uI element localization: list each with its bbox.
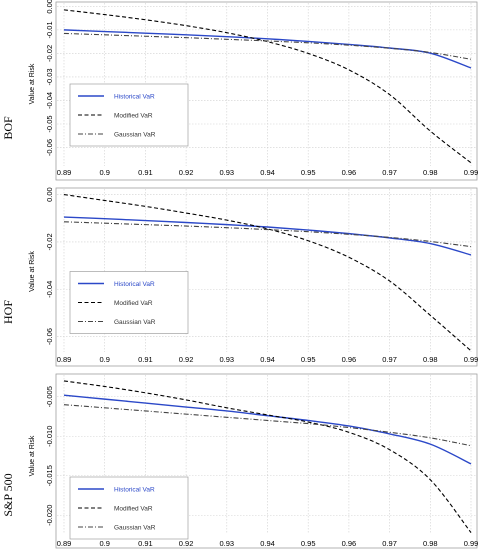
x-tick-label: 0.89: [57, 355, 72, 364]
legend: Historical VaR Modified VaR Gaussian VaR: [69, 271, 189, 334]
x-tick-label: 0.98: [423, 539, 438, 548]
x-tick-label: 0.95: [301, 168, 316, 177]
y-tick-label: -0.02: [45, 45, 54, 62]
x-tick-label: 0.93: [219, 168, 234, 177]
x-tick-label: 0.92: [179, 539, 194, 548]
y-tick-label: -0.010: [45, 426, 54, 447]
y-tick-label: -0.015: [45, 465, 54, 486]
x-tick-label: 0.96: [342, 539, 357, 548]
x-tick-label: 0.94: [260, 168, 275, 177]
legend: Historical VaR Modified VaR Gaussian VaR: [69, 476, 189, 540]
x-tick-label: 0.99: [464, 355, 479, 364]
panel-frame: [55, 187, 478, 367]
y-tick-label: 0.00: [45, 187, 54, 202]
y-tick-label: -0.005: [45, 386, 54, 407]
x-tick-label: 0.97: [382, 355, 397, 364]
x-tick-label: 0.92: [179, 168, 194, 177]
chart-panel-1: BOF Value at Risk 0.00 -0.01 -0.02 -0.03 -0.04…: [1, 0, 479, 181]
legend-entry: Historical VaR: [114, 487, 155, 494]
x-tick-label: 0.89: [57, 168, 72, 177]
row-label: HOF: [1, 300, 15, 324]
legend-entry: Modified VaR: [114, 506, 153, 513]
x-tick-label: 0.97: [382, 539, 397, 548]
y-tick-label: -0.04: [45, 92, 54, 109]
series-line-gaussian-var: [63, 404, 472, 447]
x-tick-label: 0.97: [382, 168, 397, 177]
x-tick-label: 0.99: [464, 168, 479, 177]
x-tick-label: 0.91: [138, 539, 153, 548]
series-line-gaussian-var: [63, 221, 472, 248]
x-tick-label: 0.93: [219, 355, 234, 364]
chart-panel-2: HOF Value at Risk 0.00 -0.02 -0.04 -0.06 0.89 0…: [1, 187, 479, 367]
legend-entry: Gaussian VaR: [114, 319, 156, 326]
y-tick-label: -0.01: [45, 21, 54, 38]
y-tick-label: -0.02: [45, 233, 54, 250]
y-tick-label: -0.04: [45, 281, 54, 298]
x-tick-label: 0.95: [301, 539, 316, 548]
x-tick-label: 0.9: [99, 355, 109, 364]
x-tick-label: 0.96: [342, 355, 357, 364]
panel-frame: [55, 1, 478, 181]
x-tick-label: 0.9: [99, 168, 109, 177]
x-tick-label: 0.95: [301, 355, 316, 364]
legend-box: [69, 83, 189, 147]
series-line-historical-var: [63, 394, 472, 465]
x-tick-label: 0.94: [260, 539, 275, 548]
legend-entry: Gaussian VaR: [114, 132, 156, 139]
legend-entry: Modified VaR: [114, 113, 153, 120]
x-tick-label: 0.89: [57, 539, 72, 548]
legend: Historical VaR Modified VaR Gaussian VaR: [69, 83, 189, 147]
x-tick-label: 0.99: [464, 539, 479, 548]
x-tick-label: 0.92: [179, 355, 194, 364]
panel-frame: [55, 373, 478, 549]
y-axis-title: Value at Risk: [29, 251, 36, 292]
x-tick-label: 0.91: [138, 355, 153, 364]
y-tick-label: -0.020: [45, 505, 54, 526]
x-tick-label: 0.91: [138, 168, 153, 177]
x-tick-label: 0.93: [219, 539, 234, 548]
y-axis-title: Value at Risk: [29, 435, 36, 476]
row-label: BOF: [1, 116, 15, 140]
x-tick-label: 0.98: [423, 355, 438, 364]
row-label: S&P 500: [1, 473, 15, 516]
chart-panel-3: S&P 500 Value at Risk -0.005 -0.010 -0.015 -0…: [1, 373, 479, 549]
x-tick-label: 0.98: [423, 168, 438, 177]
series-line-gaussian-var: [63, 32, 472, 60]
legend-box: [69, 271, 189, 334]
series-line-historical-var: [63, 216, 472, 256]
y-axis-title: Value at Risk: [29, 63, 36, 104]
y-tick-label: -0.05: [45, 115, 54, 132]
legend-entry: Historical VaR: [114, 281, 155, 288]
y-tick-label: -0.06: [45, 139, 54, 156]
legend-box: [69, 476, 189, 540]
legend-entry: Gaussian VaR: [114, 525, 156, 532]
legend-entry: Historical VaR: [114, 94, 155, 101]
legend-entry: Modified VaR: [114, 300, 153, 307]
y-tick-label: 0.00: [45, 0, 54, 14]
y-tick-label: -0.06: [45, 328, 54, 345]
y-tick-label: -0.03: [45, 68, 54, 85]
x-tick-label: 0.96: [342, 168, 357, 177]
series-line-modified-var: [63, 380, 472, 533]
x-tick-label: 0.9: [99, 539, 109, 548]
x-tick-label: 0.94: [260, 355, 275, 364]
